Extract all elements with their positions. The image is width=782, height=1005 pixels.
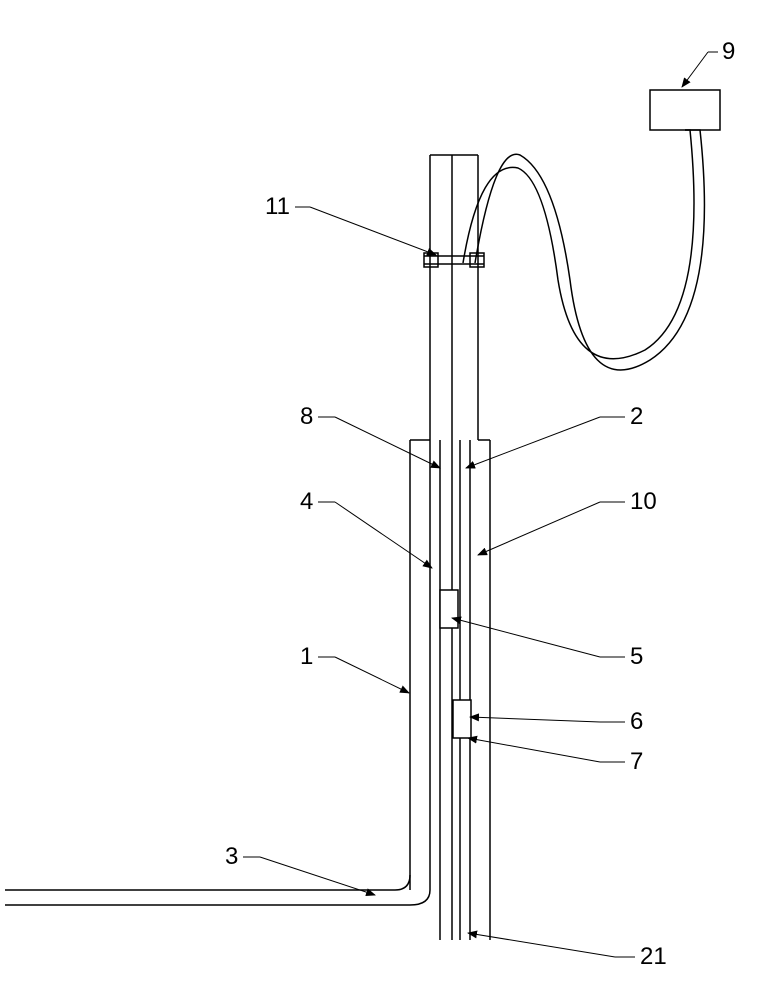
bottom-pipe-top: [5, 875, 410, 890]
top-box: [650, 90, 720, 130]
leader-11: [310, 207, 436, 255]
label-10: 10: [630, 488, 657, 516]
leader-1: [335, 657, 409, 693]
cable-curve-outer: [475, 130, 704, 370]
label-2: 2: [630, 403, 643, 431]
diagram-svg: [0, 0, 782, 1000]
label-11: 11: [265, 193, 290, 221]
label-4: 4: [300, 488, 313, 516]
label-21: 21: [640, 943, 667, 971]
label-1: 1: [300, 643, 313, 671]
leader-2: [466, 417, 600, 468]
label-7: 7: [630, 748, 643, 776]
technical-diagram: 1 2 3 4 5 6 7 8 9 10 11 21: [0, 0, 782, 1000]
small-box-lower: [453, 700, 471, 738]
leader-8: [335, 417, 440, 468]
leader-21: [468, 933, 615, 957]
leader-5: [452, 618, 600, 657]
label-3: 3: [225, 843, 238, 871]
leader-7: [468, 738, 600, 762]
label-5: 5: [630, 643, 643, 671]
label-9: 9: [722, 38, 735, 66]
leader-4: [335, 502, 432, 568]
leader-10: [478, 502, 600, 555]
label-8: 8: [300, 403, 313, 431]
label-6: 6: [630, 708, 643, 736]
leader-9: [682, 52, 708, 87]
small-box-upper: [440, 590, 458, 628]
